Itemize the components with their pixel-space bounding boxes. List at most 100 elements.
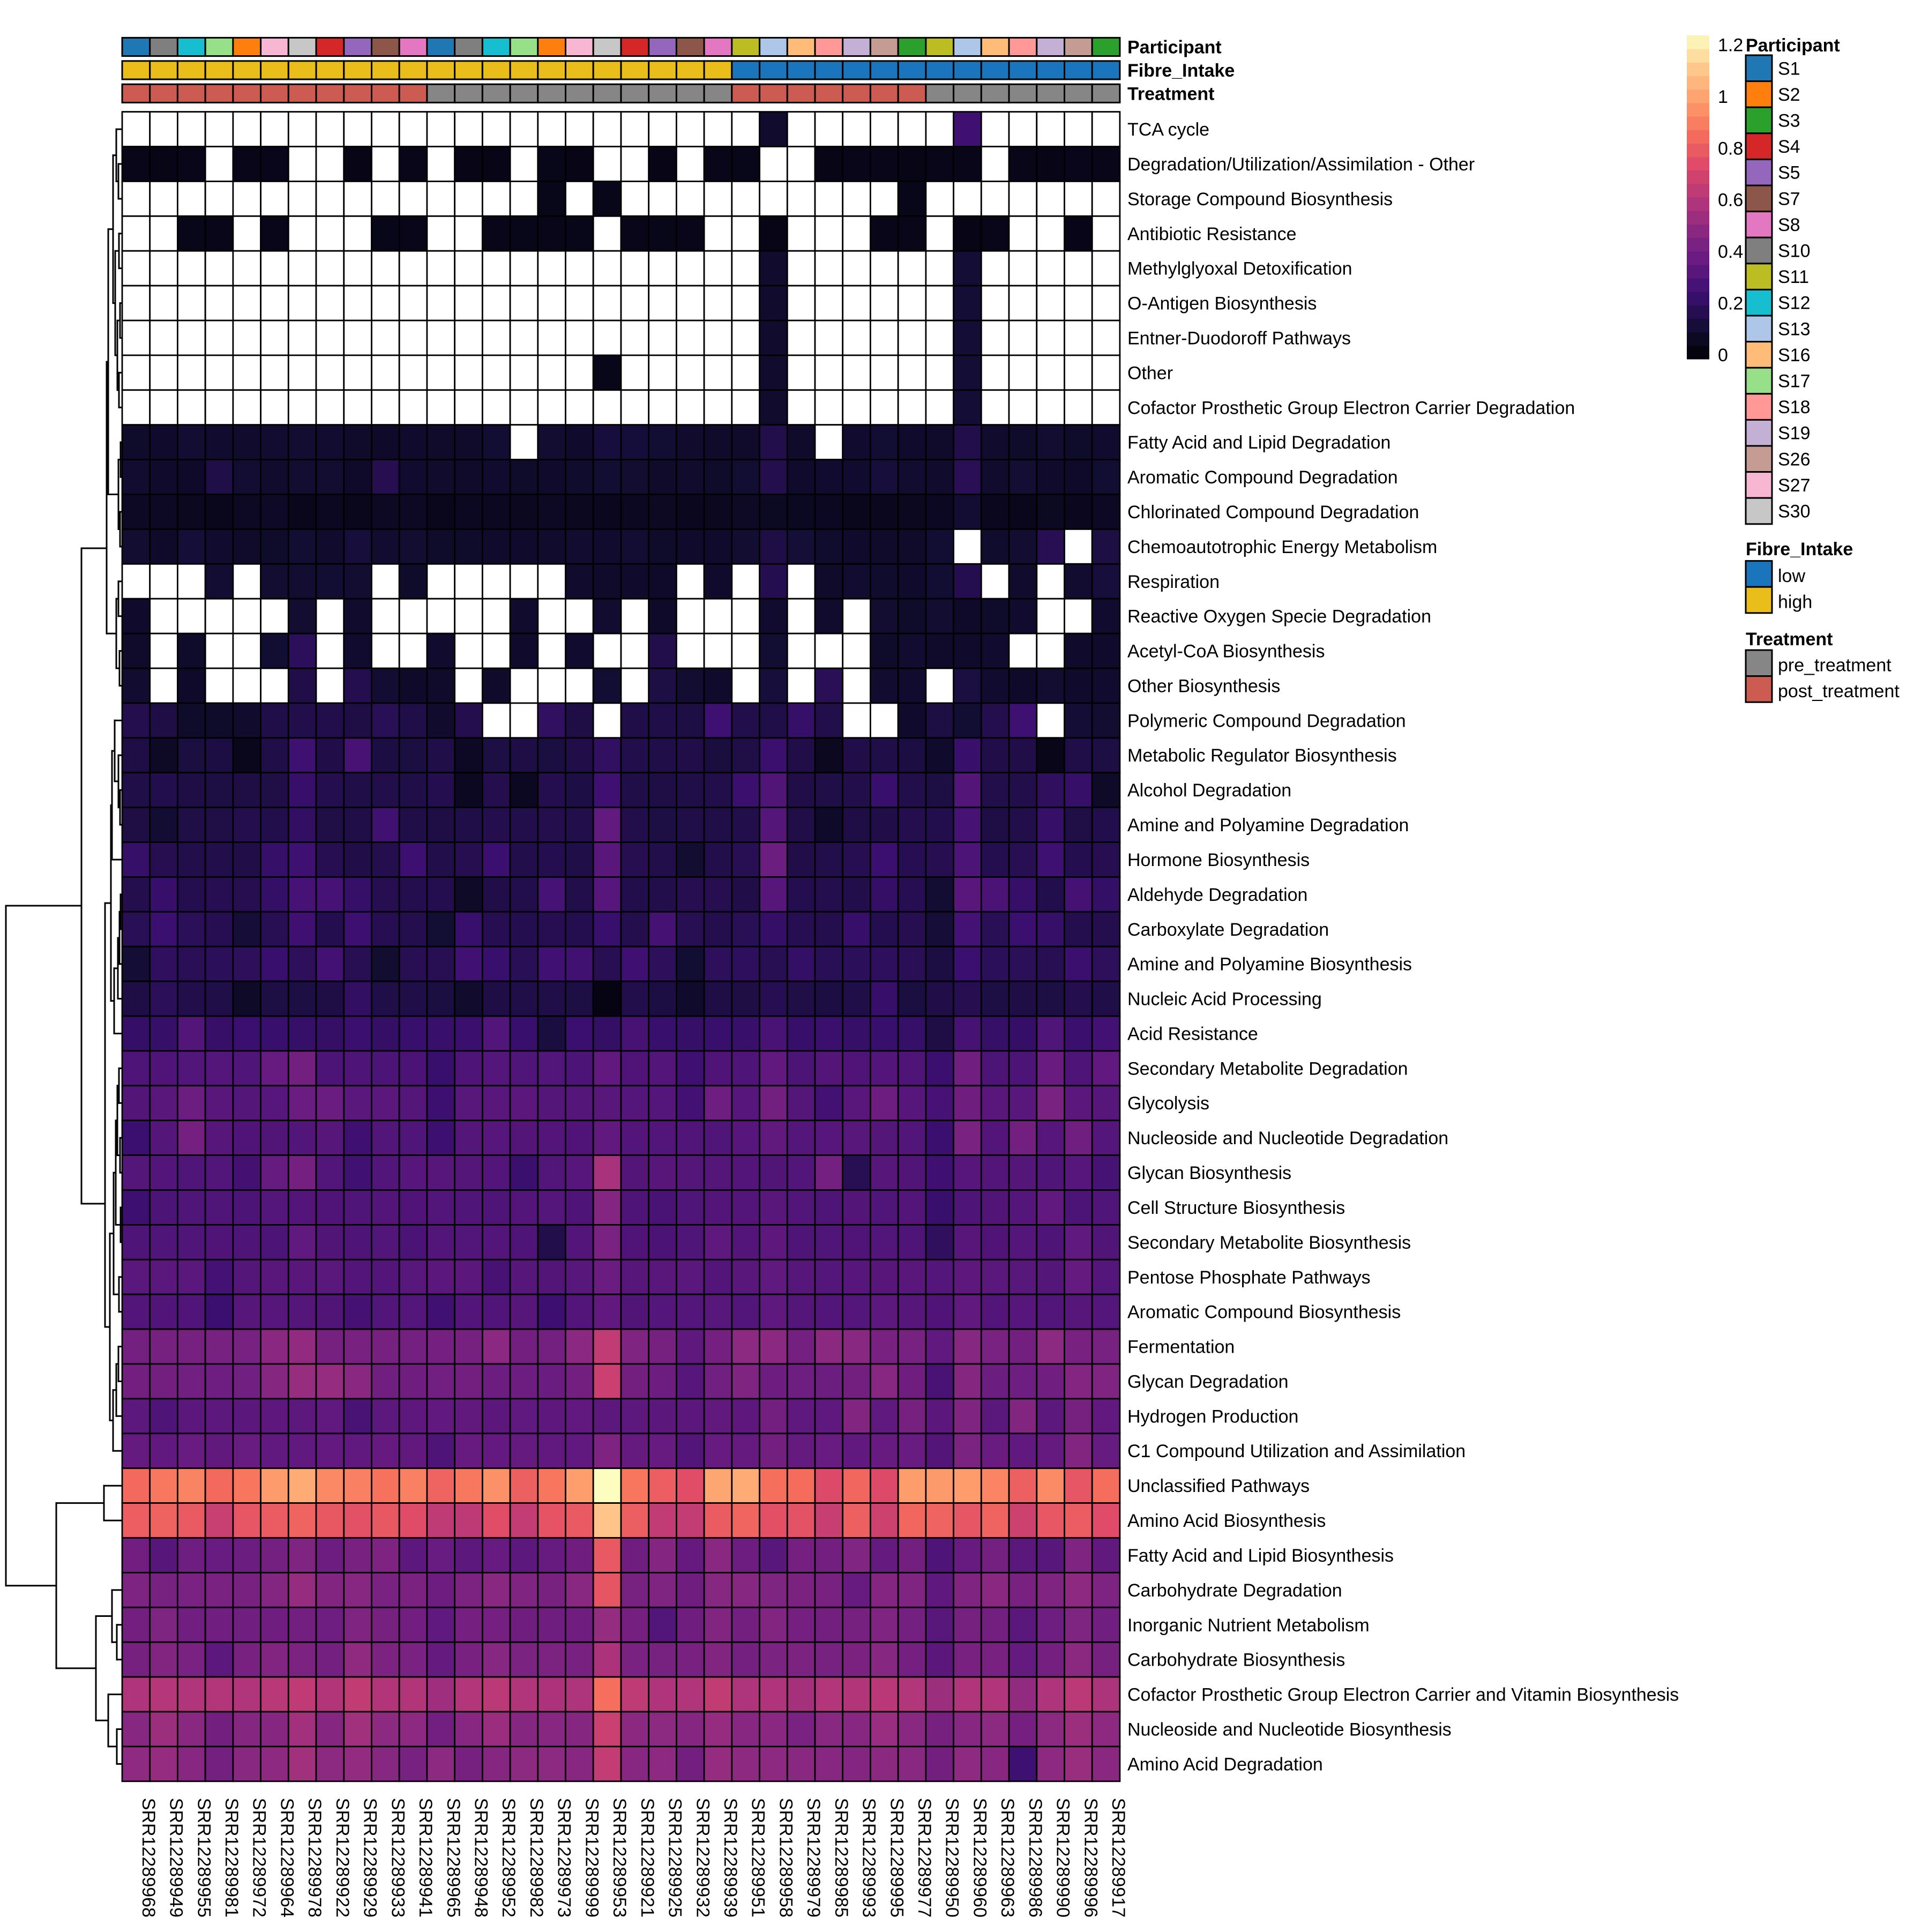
svg-text:TCA cycle: TCA cycle — [1127, 120, 1209, 140]
svg-text:Hydrogen Production: Hydrogen Production — [1127, 1406, 1298, 1427]
svg-text:Alcohol Degradation: Alcohol Degradation — [1127, 780, 1291, 801]
svg-text:Fatty Acid and Lipid Degradati: Fatty Acid and Lipid Degradation — [1127, 432, 1390, 453]
svg-text:SRR12289952: SRR12289952 — [498, 1798, 519, 1918]
svg-text:S27: S27 — [1778, 475, 1811, 496]
svg-text:low: low — [1778, 566, 1805, 586]
svg-text:Inorganic Nutrient Metabolism: Inorganic Nutrient Metabolism — [1127, 1615, 1370, 1636]
svg-text:SRR12289965: SRR12289965 — [443, 1798, 463, 1918]
svg-text:Acid Resistance: Acid Resistance — [1127, 1024, 1258, 1045]
svg-text:Fatty Acid and Lipid Biosynthe: Fatty Acid and Lipid Biosynthesis — [1127, 1546, 1394, 1566]
svg-text:C1 Compound Utilization and As: C1 Compound Utilization and Assimilation — [1127, 1441, 1466, 1461]
svg-text:Metabolic Regulator Biosynthes: Metabolic Regulator Biosynthesis — [1127, 745, 1397, 766]
svg-text:Cofactor Prosthetic Group Elec: Cofactor Prosthetic Group Electron Carri… — [1127, 1685, 1679, 1705]
svg-text:SRR12289964: SRR12289964 — [277, 1798, 297, 1918]
svg-text:S2: S2 — [1778, 85, 1800, 105]
svg-text:Nucleoside and Nucleotide Degr: Nucleoside and Nucleotide Degradation — [1127, 1128, 1448, 1148]
svg-text:SRR12289986: SRR12289986 — [1025, 1798, 1045, 1918]
svg-text:SRR12289939: SRR12289939 — [720, 1798, 741, 1918]
svg-text:Amine and Polyamine Degradatio: Amine and Polyamine Degradation — [1127, 815, 1409, 836]
svg-text:SRR12289993: SRR12289993 — [859, 1798, 879, 1918]
svg-text:Degradation/Utilization/Assimi: Degradation/Utilization/Assimilation - O… — [1127, 154, 1475, 175]
svg-text:0.2: 0.2 — [1718, 294, 1743, 314]
svg-text:pre_treatment: pre_treatment — [1778, 655, 1891, 675]
svg-text:Carbohydrate Biosynthesis: Carbohydrate Biosynthesis — [1127, 1650, 1345, 1670]
svg-text:SRR12289933: SRR12289933 — [387, 1798, 408, 1918]
svg-text:SRR12289941: SRR12289941 — [415, 1798, 436, 1918]
svg-text:S3: S3 — [1778, 111, 1800, 131]
svg-text:Treatment: Treatment — [1127, 84, 1215, 104]
svg-text:Hormone Biosynthesis: Hormone Biosynthesis — [1127, 850, 1310, 870]
svg-text:SRR12289990: SRR12289990 — [1053, 1798, 1073, 1918]
svg-text:SRR12289995: SRR12289995 — [886, 1798, 907, 1918]
svg-text:SRR12289968: SRR12289968 — [138, 1798, 159, 1918]
svg-text:S5: S5 — [1778, 163, 1800, 183]
svg-text:Aromatic Compound Biosynthesis: Aromatic Compound Biosynthesis — [1127, 1302, 1401, 1323]
svg-text:Other Biosynthesis: Other Biosynthesis — [1127, 676, 1280, 697]
svg-text:S7: S7 — [1778, 189, 1800, 209]
svg-text:SRR12289978: SRR12289978 — [304, 1798, 325, 1918]
svg-text:SRR12289932: SRR12289932 — [692, 1798, 713, 1918]
svg-text:SRR12289981: SRR12289981 — [221, 1798, 242, 1918]
svg-text:Antibiotic Resistance: Antibiotic Resistance — [1127, 224, 1297, 244]
svg-text:SRR12289929: SRR12289929 — [360, 1798, 380, 1918]
svg-text:Glycan Biosynthesis: Glycan Biosynthesis — [1127, 1163, 1291, 1183]
svg-text:S16: S16 — [1778, 345, 1811, 365]
svg-text:S13: S13 — [1778, 319, 1811, 339]
svg-text:S30: S30 — [1778, 502, 1811, 522]
svg-text:Fibre_Intake: Fibre_Intake — [1746, 539, 1853, 560]
svg-text:Carbohydrate Degradation: Carbohydrate Degradation — [1127, 1580, 1342, 1601]
svg-text:post_treatment: post_treatment — [1778, 681, 1900, 702]
svg-text:SRR12289950: SRR12289950 — [942, 1798, 962, 1918]
svg-text:Cell Structure Biosynthesis: Cell Structure Biosynthesis — [1127, 1198, 1345, 1218]
svg-text:Chemoautotrophic Energy Metabo: Chemoautotrophic Energy Metabolism — [1127, 537, 1437, 557]
svg-text:S8: S8 — [1778, 215, 1800, 235]
svg-text:SRR12289973: SRR12289973 — [554, 1798, 574, 1918]
svg-text:S11: S11 — [1778, 267, 1809, 287]
svg-text:Amino Acid Degradation: Amino Acid Degradation — [1127, 1754, 1323, 1774]
svg-text:Amino Acid Biosynthesis: Amino Acid Biosynthesis — [1127, 1511, 1326, 1531]
svg-text:Secondary Metabolite Degradati: Secondary Metabolite Degradation — [1127, 1058, 1408, 1079]
svg-text:SRR12289977: SRR12289977 — [914, 1798, 934, 1918]
svg-text:Storage Compound Biosynthesis: Storage Compound Biosynthesis — [1127, 189, 1393, 210]
svg-text:Secondary Metabolite Biosynthe: Secondary Metabolite Biosynthesis — [1127, 1233, 1411, 1253]
svg-text:Fibre_Intake: Fibre_Intake — [1127, 61, 1235, 81]
svg-text:S18: S18 — [1778, 397, 1811, 417]
svg-text:Amine and Polyamine Biosynthes: Amine and Polyamine Biosynthesis — [1127, 954, 1412, 975]
svg-text:0.6: 0.6 — [1718, 190, 1743, 211]
svg-text:Polymeric Compound Degradation: Polymeric Compound Degradation — [1127, 711, 1406, 731]
svg-text:SRR12289949: SRR12289949 — [166, 1798, 186, 1918]
svg-text:SRR12289985: SRR12289985 — [831, 1798, 851, 1918]
svg-text:Participant: Participant — [1746, 35, 1840, 56]
svg-text:Other: Other — [1127, 363, 1173, 383]
svg-text:Carboxylate Degradation: Carboxylate Degradation — [1127, 920, 1329, 940]
svg-text:SRR12289917: SRR12289917 — [1108, 1798, 1128, 1918]
svg-text:Nucleoside and Nucleotide Bios: Nucleoside and Nucleotide Biosynthesis — [1127, 1720, 1452, 1740]
svg-text:S1: S1 — [1778, 58, 1800, 79]
svg-text:Unclassified Pathways: Unclassified Pathways — [1127, 1476, 1310, 1496]
svg-text:SRR12289996: SRR12289996 — [1080, 1798, 1101, 1918]
svg-text:SRR12289922: SRR12289922 — [332, 1798, 353, 1918]
svg-text:Respiration: Respiration — [1127, 572, 1220, 592]
svg-text:SRR12289979: SRR12289979 — [803, 1798, 824, 1918]
svg-text:S12: S12 — [1778, 293, 1811, 314]
svg-text:SRR12289972: SRR12289972 — [249, 1798, 270, 1918]
svg-text:SRR12289948: SRR12289948 — [471, 1798, 491, 1918]
svg-text:S26: S26 — [1778, 449, 1811, 469]
svg-text:Treatment: Treatment — [1746, 629, 1833, 650]
svg-text:Pentose Phosphate Pathways: Pentose Phosphate Pathways — [1127, 1267, 1371, 1288]
svg-text:SRR12289921: SRR12289921 — [637, 1798, 657, 1918]
svg-text:Cofactor Prosthetic Group Elec: Cofactor Prosthetic Group Electron Carri… — [1127, 398, 1575, 418]
svg-text:0.4: 0.4 — [1718, 242, 1743, 262]
svg-text:SRR12289958: SRR12289958 — [775, 1798, 796, 1918]
svg-text:high: high — [1778, 592, 1812, 613]
svg-text:SRR12289953: SRR12289953 — [609, 1798, 630, 1918]
svg-text:1: 1 — [1718, 87, 1728, 107]
svg-text:Nucleic Acid Processing: Nucleic Acid Processing — [1127, 989, 1322, 1010]
svg-text:0: 0 — [1718, 345, 1728, 365]
svg-text:Reactive Oxygen Specie Degrada: Reactive Oxygen Specie Degradation — [1127, 607, 1431, 627]
svg-text:S19: S19 — [1778, 423, 1811, 444]
svg-text:S4: S4 — [1778, 137, 1800, 157]
svg-text:SRR12289960: SRR12289960 — [970, 1798, 990, 1918]
svg-text:O-Antigen Biosynthesis: O-Antigen Biosynthesis — [1127, 294, 1317, 314]
svg-text:S17: S17 — [1778, 371, 1811, 392]
